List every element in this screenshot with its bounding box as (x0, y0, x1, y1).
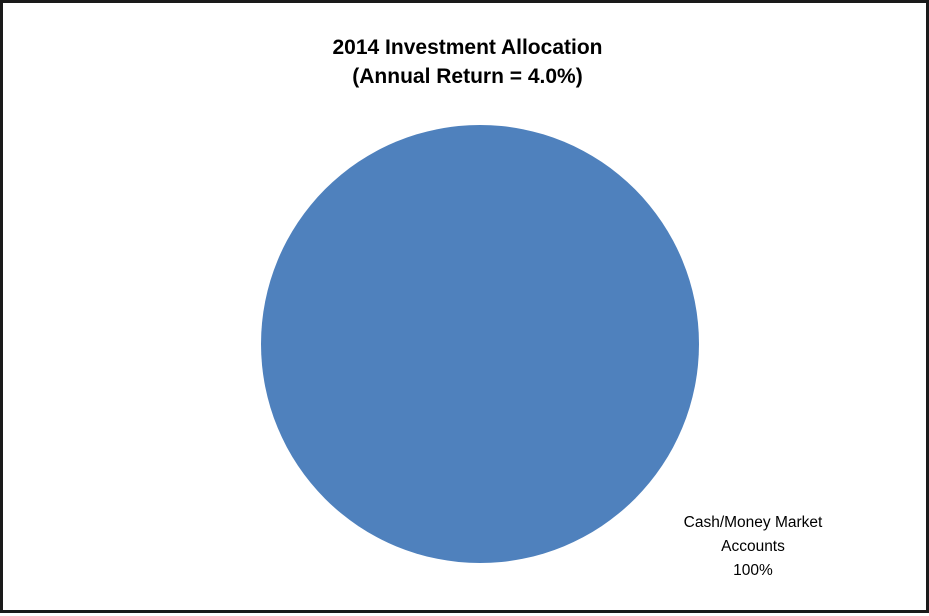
slice-label-line1: Cash/Money Market (683, 514, 823, 531)
chart-title-line2: (Annual Return = 4.0%) (352, 65, 583, 88)
chart-title: 2014 Investment Allocation (Annual Retur… (3, 33, 929, 91)
chart-title-line1: 2014 Investment Allocation (332, 36, 603, 59)
pie-slice-0 (261, 125, 699, 563)
slice-value-label: 100% (733, 562, 773, 579)
slice-data-label: Cash/Money Market Accounts 100% (643, 511, 863, 583)
pie-plot (261, 125, 699, 563)
slice-label-line2: Accounts (721, 538, 785, 555)
